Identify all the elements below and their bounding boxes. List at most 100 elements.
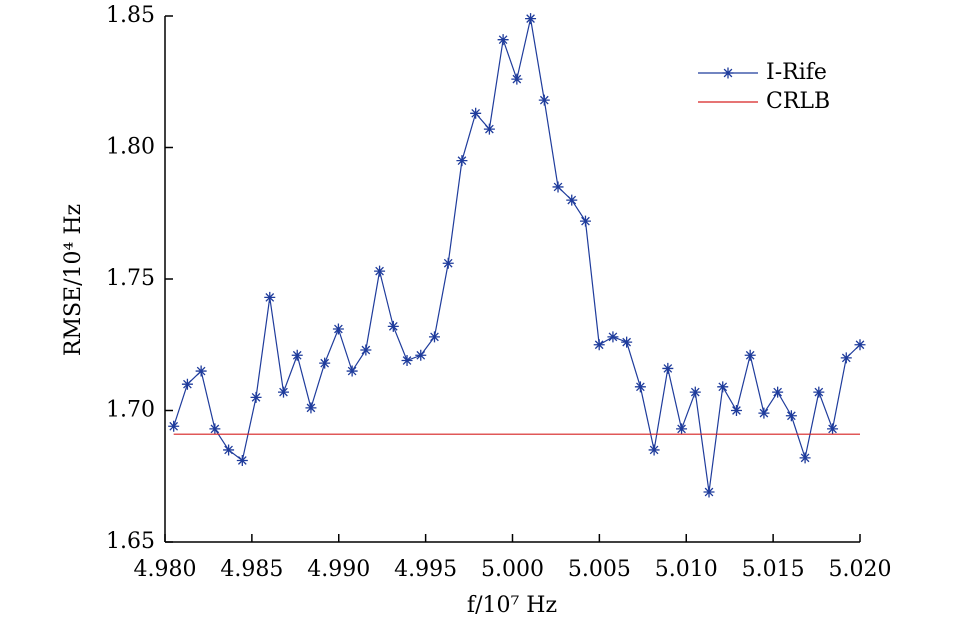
data-point <box>209 423 221 435</box>
data-point <box>648 444 660 456</box>
data-point <box>428 331 440 343</box>
y-tick-label: 1.85 <box>106 3 155 28</box>
marker-shape <box>456 155 468 167</box>
marker-shape <box>319 357 331 369</box>
data-point <box>813 386 825 398</box>
marker-shape <box>730 405 742 416</box>
data-point <box>236 454 248 466</box>
data-point <box>483 123 495 135</box>
legend-label: I-Rife <box>766 60 827 85</box>
x-tick-label: 5.000 <box>481 557 544 582</box>
data-point <box>346 365 358 377</box>
marker-shape <box>264 291 276 303</box>
data-point <box>785 410 797 422</box>
marker-shape <box>648 444 660 456</box>
marker-shape <box>401 355 413 367</box>
data-point <box>593 339 605 351</box>
data-point <box>744 349 756 361</box>
x-tick-label: 5.010 <box>655 557 718 582</box>
marker-shape <box>209 423 221 435</box>
marker-shape <box>813 386 825 398</box>
x-tick-label: 4.980 <box>134 557 197 582</box>
data-point <box>772 386 784 398</box>
data-point <box>621 336 633 348</box>
data-point <box>730 405 742 416</box>
marker-shape <box>181 378 193 390</box>
marker-shape <box>593 339 605 351</box>
marker-shape <box>552 181 564 193</box>
marker-shape <box>511 73 523 85</box>
x-tick-label: 4.995 <box>394 557 457 582</box>
marker-shape <box>717 381 729 393</box>
data-point <box>579 215 591 227</box>
marker-shape <box>744 349 756 361</box>
marker-shape <box>758 407 770 419</box>
data-point <box>223 444 235 456</box>
marker-shape <box>277 386 289 398</box>
data-point <box>497 34 509 46</box>
data-point <box>442 257 454 269</box>
marker-shape <box>168 420 180 432</box>
marker-shape <box>470 107 482 119</box>
x-tick-label: 4.985 <box>220 557 283 582</box>
data-point <box>799 452 811 464</box>
data-point <box>511 73 523 85</box>
data-point <box>470 107 482 119</box>
marker-shape <box>305 402 317 414</box>
marker-shape <box>703 486 715 498</box>
marker-shape <box>374 265 386 277</box>
marker-shape <box>291 349 303 361</box>
y-axis-label: RMSE/10⁴ Hz <box>61 204 86 356</box>
y-tick-label: 1.70 <box>106 398 155 423</box>
x-tick-label: 5.015 <box>742 557 805 582</box>
marker-shape <box>497 34 509 46</box>
marker-shape <box>840 352 852 364</box>
data-point <box>634 381 646 393</box>
marker-shape <box>223 444 235 456</box>
data-point <box>566 194 578 206</box>
data-point <box>717 381 729 393</box>
data-point <box>195 365 207 377</box>
data-point <box>360 344 372 356</box>
marker-shape <box>722 67 734 79</box>
data-point <box>181 378 193 390</box>
marker-shape <box>415 349 427 361</box>
data-point <box>291 349 303 361</box>
marker-shape <box>772 386 784 398</box>
data-point <box>607 331 619 343</box>
x-tick-label: 5.020 <box>829 557 892 582</box>
marker-shape <box>538 94 550 106</box>
data-point <box>689 386 701 398</box>
data-point <box>538 94 550 106</box>
marker-shape <box>483 123 495 135</box>
data-point <box>854 339 866 351</box>
marker-shape <box>689 386 701 398</box>
marker-shape <box>525 13 537 25</box>
data-point <box>525 13 537 25</box>
marker-shape <box>387 320 399 332</box>
marker-shape <box>579 215 591 227</box>
y-tick-label: 1.75 <box>106 266 155 291</box>
marker-shape <box>785 410 797 422</box>
y-tick-label: 1.80 <box>106 135 155 160</box>
data-point <box>676 423 688 435</box>
marker-shape <box>332 323 344 335</box>
marker-shape <box>799 452 811 464</box>
marker-shape <box>827 423 839 435</box>
data-point <box>827 423 839 435</box>
y-tick-label: 1.65 <box>106 529 155 554</box>
marker-shape <box>195 365 207 377</box>
marker-shape <box>634 381 646 393</box>
x-axis-label: f/10⁷ Hz <box>467 593 557 618</box>
marker-shape <box>236 454 248 466</box>
legend-marker <box>722 67 734 79</box>
data-point <box>415 349 427 361</box>
data-point <box>758 407 770 419</box>
data-point <box>840 352 852 364</box>
marker-shape <box>621 336 633 348</box>
data-point <box>662 362 674 374</box>
data-point <box>456 155 468 167</box>
data-point <box>387 320 399 332</box>
data-point <box>332 323 344 335</box>
